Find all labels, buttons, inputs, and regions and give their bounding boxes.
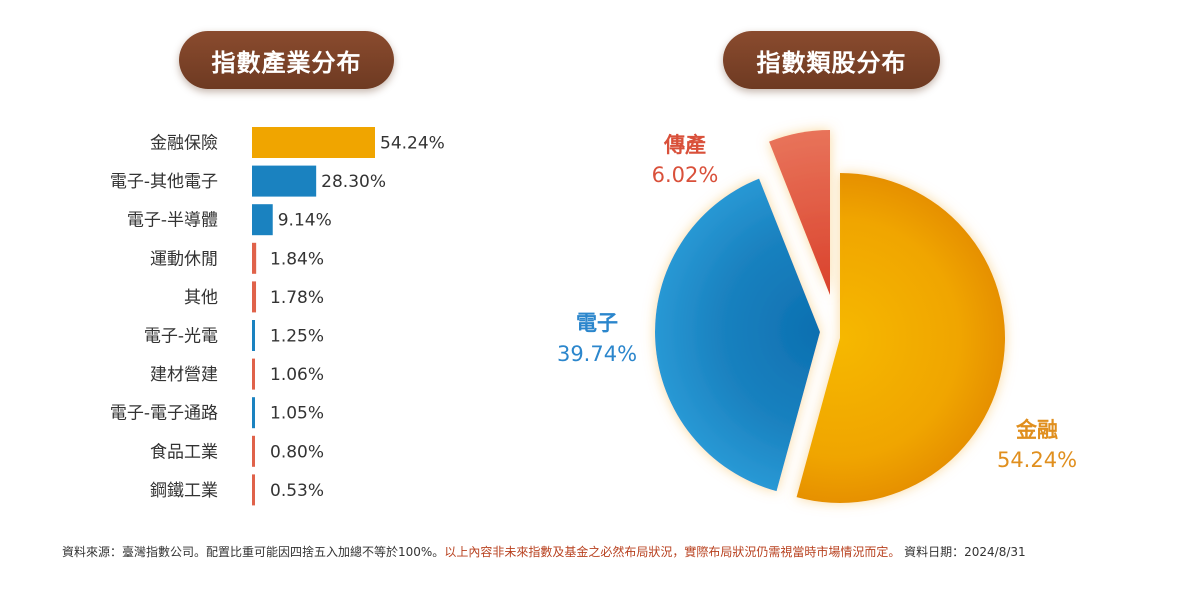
bar bbox=[252, 127, 375, 158]
bar-value-label: 0.80% bbox=[270, 442, 324, 462]
pie-slice-name-label: 傳產 bbox=[663, 133, 706, 157]
industry-distribution-title: 指數產業分布 bbox=[179, 31, 394, 89]
stock-type-distribution-title: 指數類股分布 bbox=[723, 31, 940, 89]
industry-bar-chart: 金融保險 54.24% 電子-其他電子 28.30% 電子-半導體 9.14% 運動休閒 1.… bbox=[110, 127, 445, 506]
bar-value-label: 9.14% bbox=[278, 211, 332, 231]
pie-slice bbox=[769, 130, 830, 295]
footer-disclaimer: 以上內容非未來指數及基金之必然布局狀況，實際布局狀況仍需視當時市場情況而定。 bbox=[444, 545, 901, 559]
bar-value-label: 1.06% bbox=[270, 365, 324, 385]
bar bbox=[252, 281, 257, 313]
pie-slice bbox=[655, 178, 820, 492]
bar-category-label: 電子-半導體 bbox=[127, 211, 218, 231]
stock-type-pie-chart: 金融 54.24% 電子 39.74% 傳產 6.02% bbox=[557, 130, 1077, 503]
bar bbox=[252, 204, 273, 236]
bar-value-label: 54.24% bbox=[380, 134, 445, 154]
bar-category-label: 鋼鐵工業 bbox=[150, 481, 218, 501]
bar-category-label: 金融保險 bbox=[150, 134, 218, 154]
bar-value-label: 0.53% bbox=[270, 481, 324, 501]
bar-value-label: 1.84% bbox=[270, 249, 324, 269]
footer-source: 資料來源：臺灣指數公司。配置比重可能因四捨五入加總不等於100%。 bbox=[62, 545, 445, 559]
bar-category-label: 食品工業 bbox=[150, 442, 218, 462]
bar-value-label: 1.25% bbox=[270, 327, 324, 347]
bar-value-label: 1.05% bbox=[270, 404, 324, 424]
bar-category-label: 建材營建 bbox=[150, 365, 218, 385]
pie-slice-value-label: 6.02% bbox=[652, 163, 719, 187]
bar bbox=[252, 358, 255, 390]
footer-note: 資料來源：臺灣指數公司。配置比重可能因四捨五入加總不等於100%。以上內容非未來… bbox=[62, 543, 1026, 560]
pie-slice bbox=[796, 172, 1005, 503]
bar bbox=[252, 242, 257, 274]
pie-slice-name-label: 金融 bbox=[1015, 418, 1058, 442]
bar-value-label: 28.30% bbox=[321, 172, 386, 192]
bar-category-label: 電子-電子通路 bbox=[110, 404, 218, 424]
bar bbox=[252, 435, 255, 467]
bar bbox=[252, 474, 255, 506]
bar-category-label: 電子-其他電子 bbox=[110, 172, 218, 192]
bar bbox=[252, 320, 255, 351]
bar-category-label: 運動休閒 bbox=[150, 249, 218, 269]
footer-date: 資料日期：2024/8/31 bbox=[900, 545, 1026, 559]
pie-slice-value-label: 54.24% bbox=[997, 448, 1077, 472]
pie-slice-value-label: 39.74% bbox=[557, 342, 637, 366]
bar bbox=[252, 397, 255, 429]
bar-value-label: 1.78% bbox=[270, 288, 324, 308]
bar-category-label: 其他 bbox=[184, 288, 218, 308]
pie-slice-name-label: 電子 bbox=[576, 311, 618, 335]
bar bbox=[252, 165, 317, 197]
bar-category-label: 電子-光電 bbox=[144, 327, 218, 347]
